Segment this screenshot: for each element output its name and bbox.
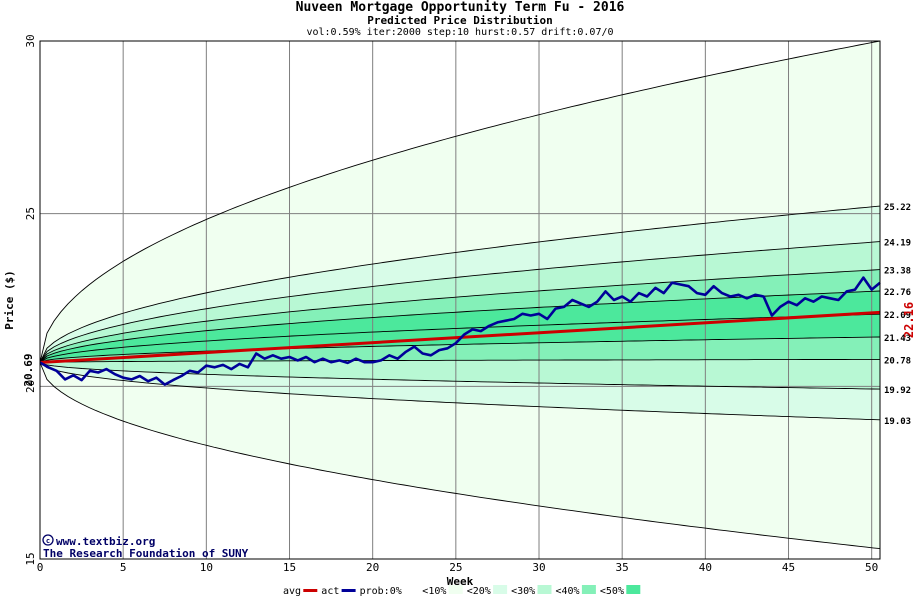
- x-tick-label-40: 40: [699, 561, 712, 574]
- percentile-curve-4: [39, 290, 881, 363]
- legend-label-2: prob:0%: [360, 586, 402, 597]
- legend-swatch-4: [493, 585, 508, 594]
- watermark: c www.textbiz.org The Research Foundatio…: [42, 534, 249, 560]
- axis-ticks: 0 5 10 15 20 25 30 35 40 45 50 15 20 25 30 25.22 24.19 23…: [24, 34, 911, 574]
- legend: avg act prob:0% <10% <20% <30% <40% <50%: [283, 585, 641, 597]
- percentile-curve-7: [39, 358, 880, 363]
- actual-line-group: [39, 276, 881, 386]
- right-label-1: 24.19: [884, 239, 911, 249]
- legend-swatch-7: [626, 585, 641, 594]
- actual-price-line: [39, 276, 881, 386]
- x-tick-label-15: 15: [283, 561, 296, 574]
- percentile-curve-3: [39, 269, 881, 363]
- legend-label-7: <50%: [600, 586, 624, 597]
- legend-label-5: <30%: [511, 586, 535, 597]
- percentile-curve-5: [39, 313, 881, 363]
- x-tick-label-35: 35: [616, 561, 629, 574]
- watermark-url: www.textbiz.org: [56, 535, 155, 548]
- percentile-curve-10: [39, 362, 881, 550]
- legend-swatch-3: [448, 585, 463, 594]
- right-label-6: 20.78: [884, 356, 911, 366]
- x-tick-label-45: 45: [782, 561, 795, 574]
- plot-frame: [39, 40, 881, 560]
- right-label-0: 25.22: [884, 203, 911, 213]
- legend-swatch-6: [581, 585, 596, 594]
- percentile-curve-1: [39, 205, 881, 363]
- percentile-curve-8: [39, 362, 881, 390]
- right-label-3: 22.76: [884, 288, 911, 298]
- right-label-8: 19.03: [884, 417, 911, 427]
- chart-subtitle: Predicted Price Distribution: [367, 14, 553, 27]
- x-tick-label-50: 50: [865, 561, 878, 574]
- legend-label-6: <40%: [556, 586, 580, 597]
- x-tick-label-30: 30: [532, 561, 545, 574]
- x-axis-label: Week: [447, 575, 474, 588]
- y-tick-label-15: 15: [24, 552, 37, 565]
- y-axis-label: Price ($): [3, 270, 16, 330]
- percentile-curve-2: [39, 241, 881, 363]
- y-tick-label-20: 20: [24, 380, 37, 393]
- percentile-curve-6: [39, 336, 881, 363]
- legend-label-1: act: [321, 586, 339, 597]
- right-label-2: 23.38: [884, 267, 911, 277]
- chart-params: vol:0.59% iter:2000 step:10 hurst:0.57 d…: [306, 27, 614, 38]
- y-tick-label-30: 30: [24, 34, 37, 47]
- x-tick-label-20: 20: [366, 561, 379, 574]
- legend-line-1: [341, 589, 356, 592]
- watermark-org: The Research Foundation of SUNY: [43, 547, 249, 560]
- legend-swatch-2: [404, 585, 419, 594]
- x-tick-label-0: 0: [37, 561, 44, 574]
- legend-label-3: <10%: [422, 586, 446, 597]
- right-label-4: 22.09: [884, 311, 911, 321]
- legend-label-4: <20%: [467, 586, 491, 597]
- legend-line-0: [303, 589, 318, 592]
- chart-title: Nuveen Mortgage Opportunity Term Fu - 20…: [295, 0, 625, 15]
- legend-swatch-5: [537, 585, 552, 594]
- percentile-curve-0: [39, 40, 881, 363]
- end-avg-label: 22.16: [902, 302, 916, 338]
- percentile-curve-9: [39, 362, 881, 421]
- x-tick-label-10: 10: [200, 561, 213, 574]
- x-tick-label-5: 5: [120, 561, 127, 574]
- probability-bands: [40, 41, 880, 549]
- y-tick-label-25: 25: [24, 207, 37, 220]
- prob-band-4: [40, 291, 880, 363]
- right-label-7: 19.92: [884, 386, 911, 396]
- legend-label-0: avg: [283, 586, 301, 597]
- copyright-icon-letter: c: [46, 537, 50, 545]
- right-label-5: 21.43: [884, 334, 911, 344]
- percentile-curves: [39, 40, 881, 550]
- start-price-label: 20.69: [22, 353, 35, 386]
- copyright-icon: [42, 534, 54, 546]
- x-tick-label-25: 25: [449, 561, 462, 574]
